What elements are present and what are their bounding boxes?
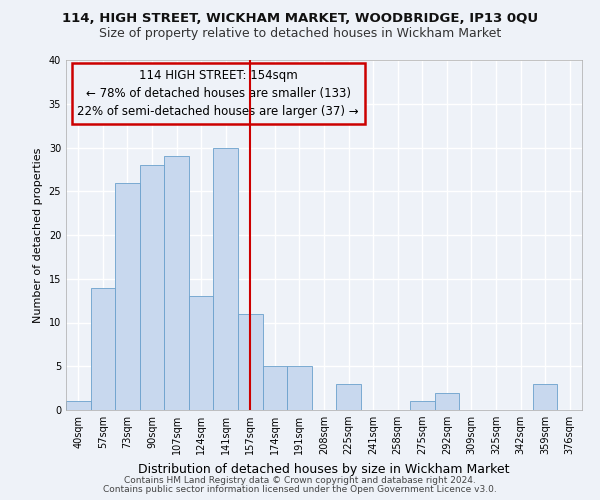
Bar: [263, 366, 287, 410]
Bar: [533, 384, 557, 410]
Bar: [287, 366, 312, 410]
Y-axis label: Number of detached properties: Number of detached properties: [33, 148, 43, 322]
Bar: [189, 296, 214, 410]
Text: 114 HIGH STREET: 154sqm
← 78% of detached houses are smaller (133)
22% of semi-d: 114 HIGH STREET: 154sqm ← 78% of detache…: [77, 69, 359, 118]
X-axis label: Distribution of detached houses by size in Wickham Market: Distribution of detached houses by size …: [138, 462, 510, 475]
Bar: [66, 401, 91, 410]
Bar: [140, 165, 164, 410]
Bar: [164, 156, 189, 410]
Bar: [115, 182, 140, 410]
Bar: [410, 401, 434, 410]
Bar: [214, 148, 238, 410]
Text: Contains public sector information licensed under the Open Government Licence v3: Contains public sector information licen…: [103, 485, 497, 494]
Bar: [336, 384, 361, 410]
Bar: [238, 314, 263, 410]
Text: Contains HM Land Registry data © Crown copyright and database right 2024.: Contains HM Land Registry data © Crown c…: [124, 476, 476, 485]
Bar: [91, 288, 115, 410]
Text: Size of property relative to detached houses in Wickham Market: Size of property relative to detached ho…: [99, 28, 501, 40]
Text: 114, HIGH STREET, WICKHAM MARKET, WOODBRIDGE, IP13 0QU: 114, HIGH STREET, WICKHAM MARKET, WOODBR…: [62, 12, 538, 26]
Bar: [434, 392, 459, 410]
